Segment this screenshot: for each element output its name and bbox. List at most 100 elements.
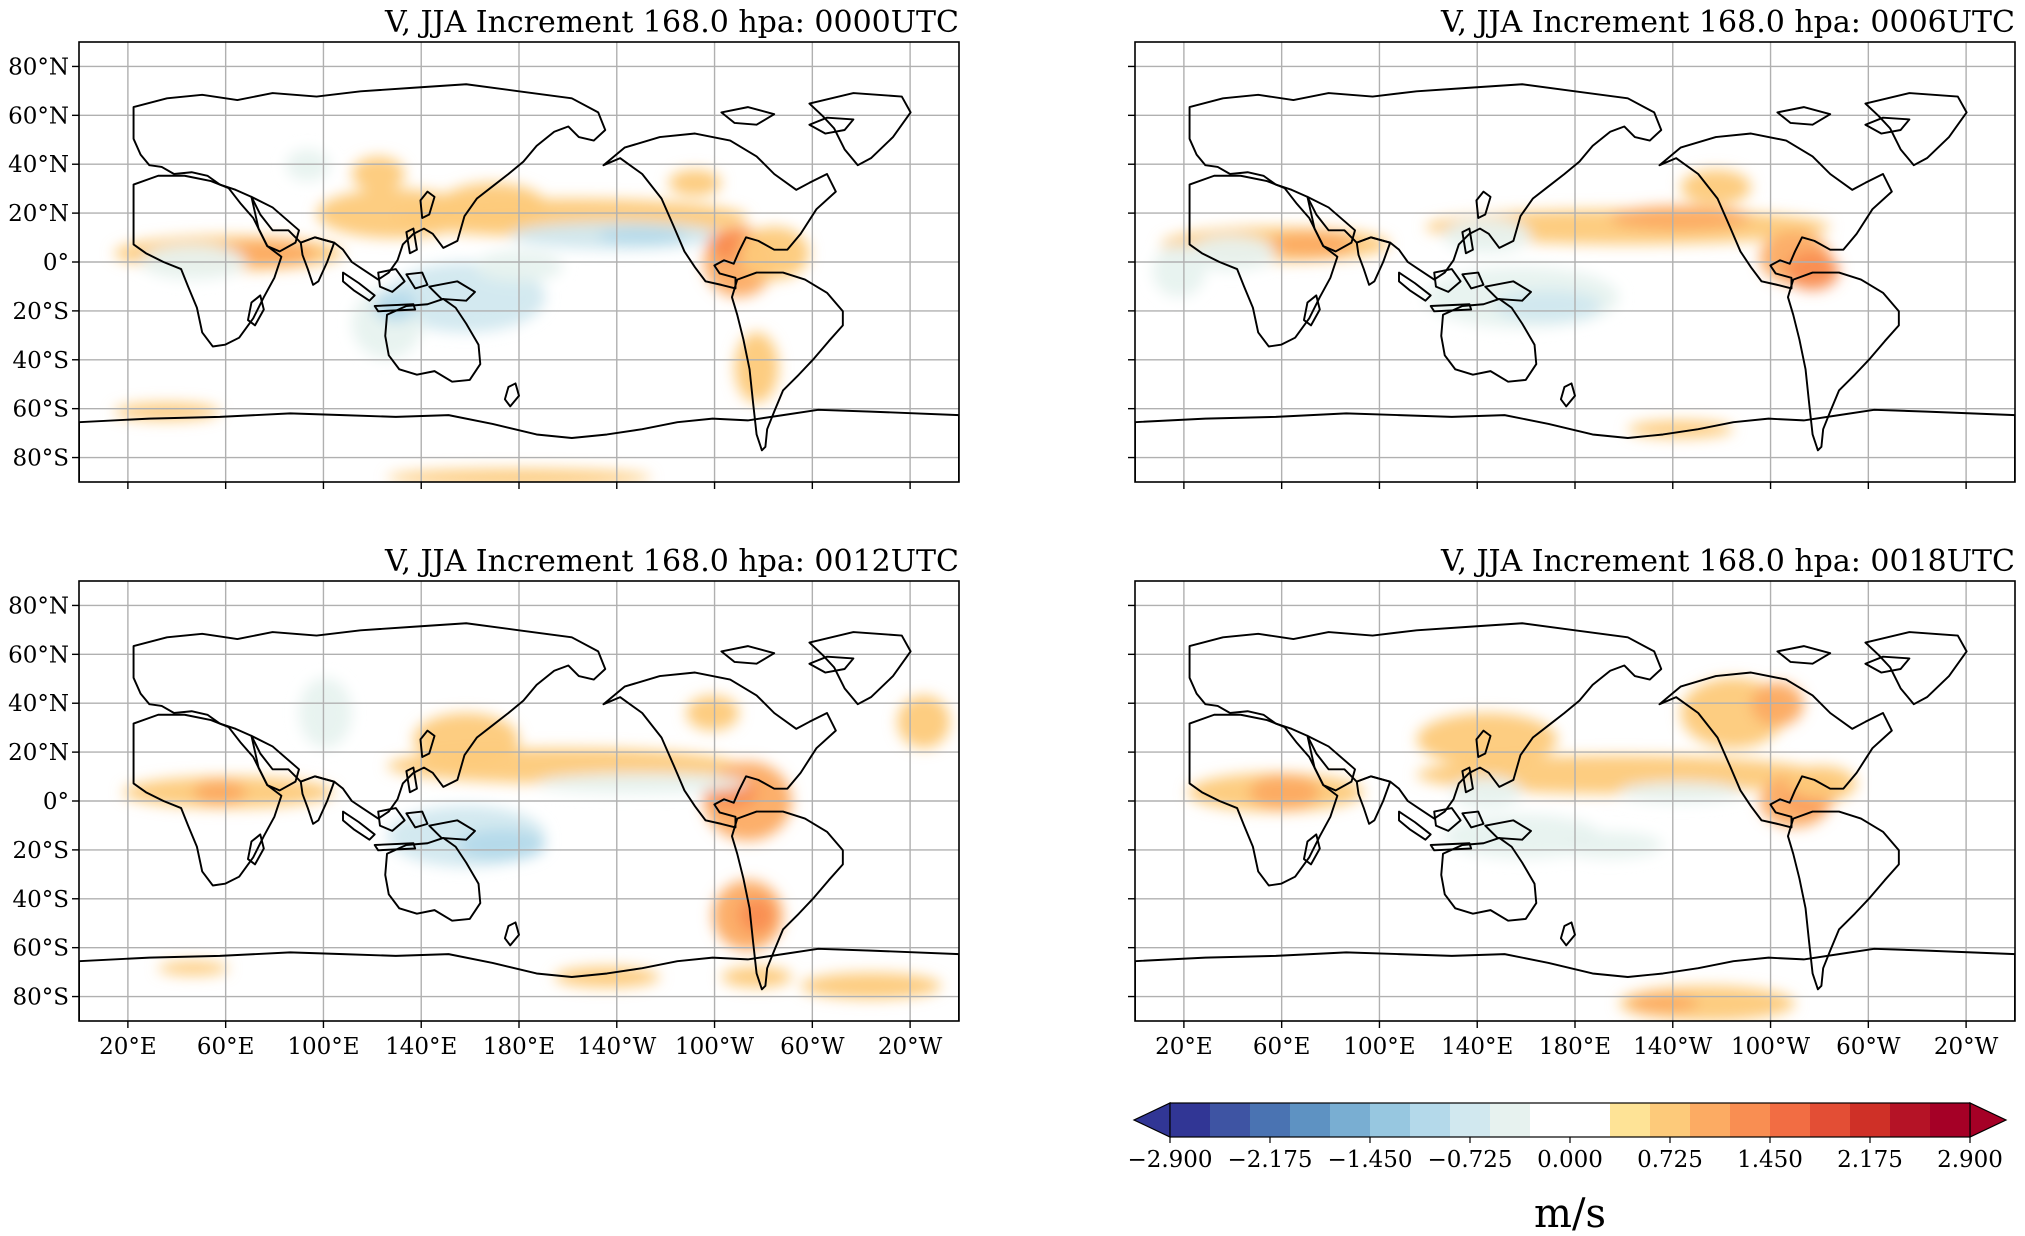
- anomaly-patch: [536, 772, 748, 794]
- lat-tick-label: 80°S: [12, 985, 69, 1011]
- panel-title: V, JJA Increment 168.0 hpa: 0018UTC: [1440, 544, 2015, 579]
- lat-tick-label: 20°N: [8, 740, 69, 766]
- anomaly-patch: [1249, 774, 1320, 810]
- lat-tick-label: 20°N: [8, 201, 69, 227]
- anomaly-patch: [739, 897, 775, 934]
- gridlines: [1135, 42, 2015, 482]
- anomaly-patch: [1627, 994, 1699, 1013]
- lon-tick-label: 60°E: [197, 1034, 255, 1060]
- lon-tick-label: 20°W: [1934, 1034, 1999, 1060]
- colorbar-segment: [1210, 1103, 1251, 1137]
- lat-tick-label: 20°S: [12, 838, 69, 864]
- anomaly-patch: [1619, 781, 1743, 803]
- lon-tick-label: 20°E: [99, 1034, 157, 1060]
- anomaly-patch: [193, 779, 247, 805]
- lon-tick-label: 180°E: [1539, 1034, 1611, 1060]
- colorbar-segment: [1490, 1103, 1531, 1137]
- colorbar-tick-label: −2.175: [1227, 1147, 1312, 1173]
- anomaly-patch: [1751, 682, 1804, 727]
- colorbar-label: m/s: [1534, 1191, 1606, 1232]
- colorbar-segment: [1570, 1103, 1611, 1137]
- lat-tick-label: 0°: [43, 789, 69, 815]
- colorbar-segment: [1690, 1103, 1731, 1137]
- anomaly-patch: [554, 966, 660, 988]
- lat-tick-label: 40°S: [12, 348, 69, 374]
- anomaly-patch: [114, 402, 220, 421]
- lon-tick-label: 100°E: [1343, 1034, 1415, 1060]
- map-panel-4: V, JJA Increment 168.0 hpa: 0018UTC 20°E 6…: [1128, 544, 2016, 1060]
- lon-tick-label: 140°W: [1633, 1034, 1712, 1060]
- anomaly-patch: [351, 156, 405, 192]
- anomaly-patch: [299, 677, 352, 749]
- colorbar-segment: [1370, 1103, 1411, 1137]
- colorbar-segment: [1730, 1103, 1771, 1137]
- increment-shading: [114, 149, 810, 482]
- lat-tick-label: 40°S: [12, 887, 69, 913]
- colorbar-tick-label: 0.000: [1537, 1147, 1603, 1173]
- lon-tick-label: 20°W: [878, 1034, 943, 1060]
- colorbar-tick-label: 2.175: [1837, 1147, 1903, 1173]
- colorbar-tick-label: −0.725: [1427, 1147, 1512, 1173]
- lon-tick-label: 100°W: [675, 1034, 754, 1060]
- lat-tick-label: 60°S: [12, 397, 69, 423]
- colorbar-segment: [1170, 1103, 1211, 1137]
- lon-tick-label: 100°E: [287, 1034, 359, 1060]
- colorbar-segment: [1850, 1103, 1891, 1137]
- anomaly-patch: [1495, 290, 1602, 322]
- colorbar-segment: [1890, 1103, 1931, 1137]
- anomaly-patch: [1557, 831, 1663, 859]
- anomaly-patch: [158, 961, 229, 976]
- lon-tick-label: 140°E: [1441, 1034, 1513, 1060]
- colorbar-max-extend: [1969, 1102, 2008, 1138]
- anomaly-patch: [1416, 713, 1558, 766]
- lat-tick-label: 80°N: [8, 593, 69, 619]
- panel-title: V, JJA Increment 168.0 hpa: 0012UTC: [384, 544, 959, 579]
- colorbar-segment: [1330, 1103, 1371, 1137]
- lat-tick-label: 0°: [43, 250, 69, 276]
- colorbar-segment: [1810, 1103, 1851, 1137]
- gridlines: [1135, 581, 2015, 1021]
- colorbar-segment: [1930, 1103, 1971, 1137]
- anomaly-patch: [1610, 205, 1751, 231]
- colorbar-tick-label: 2.900: [1937, 1147, 2003, 1173]
- lon-tick-label: 140°W: [577, 1034, 656, 1060]
- colorbar-segment: [1610, 1103, 1651, 1137]
- anomaly-patch: [413, 713, 519, 766]
- lon-tick-label: 60°W: [780, 1034, 845, 1060]
- panel-title: V, JJA Increment 168.0 hpa: 0000UTC: [384, 5, 959, 40]
- colorbar-segment: [1770, 1103, 1811, 1137]
- anomaly-patch: [598, 226, 687, 245]
- anomaly-patch: [457, 829, 546, 861]
- colorbar-tick-label: −1.450: [1327, 1147, 1412, 1173]
- colorbar-tick-label: −2.900: [1127, 1147, 1212, 1173]
- lat-tick-label: 60°N: [8, 103, 69, 129]
- anomaly-patch: [1627, 420, 1734, 439]
- anomaly-patch: [1786, 251, 1839, 291]
- colorbar-segment: [1450, 1103, 1491, 1137]
- lon-tick-label: 180°E: [483, 1034, 555, 1060]
- anomaly-patch: [800, 972, 942, 999]
- lon-tick-label: 100°W: [1731, 1034, 1810, 1060]
- anomaly-patch: [721, 966, 792, 988]
- colorbar-segment: [1530, 1103, 1571, 1137]
- lon-tick-label: 20°E: [1155, 1034, 1213, 1060]
- lon-tick-label: 140°E: [385, 1034, 457, 1060]
- colorbar: −2.900 −2.175 −1.450 −0.725 0.000 0.725 1.450 2…: [1127, 1102, 2008, 1236]
- map-panel-3: V, JJA Increment 168.0 hpa: 0012UTC 80°N 6…: [8, 544, 960, 1060]
- anomaly-patch: [668, 169, 722, 196]
- colorbar-tick-label: 1.450: [1737, 1147, 1803, 1173]
- lat-tick-label: 40°N: [8, 152, 69, 178]
- lat-tick-label: 60°S: [12, 936, 69, 962]
- anomaly-patch: [734, 332, 779, 403]
- map-panel-1: V, JJA Increment 168.0 hpa: 0000UTC 80°N 6…: [8, 5, 960, 489]
- lat-tick-label: 40°N: [8, 691, 69, 717]
- panel-title: V, JJA Increment 168.0 hpa: 0006UTC: [1440, 5, 2015, 40]
- lat-tick-label: 80°S: [12, 446, 69, 472]
- lon-tick-label: 60°E: [1253, 1034, 1311, 1060]
- colorbar-segment: [1250, 1103, 1291, 1137]
- lat-tick-label: 80°N: [8, 54, 69, 80]
- map-panel-2: V, JJA Increment 168.0 hpa: 0006UTC: [1128, 5, 2016, 489]
- colorbar-segment: [1650, 1103, 1691, 1137]
- colorbar-segment: [1410, 1103, 1451, 1137]
